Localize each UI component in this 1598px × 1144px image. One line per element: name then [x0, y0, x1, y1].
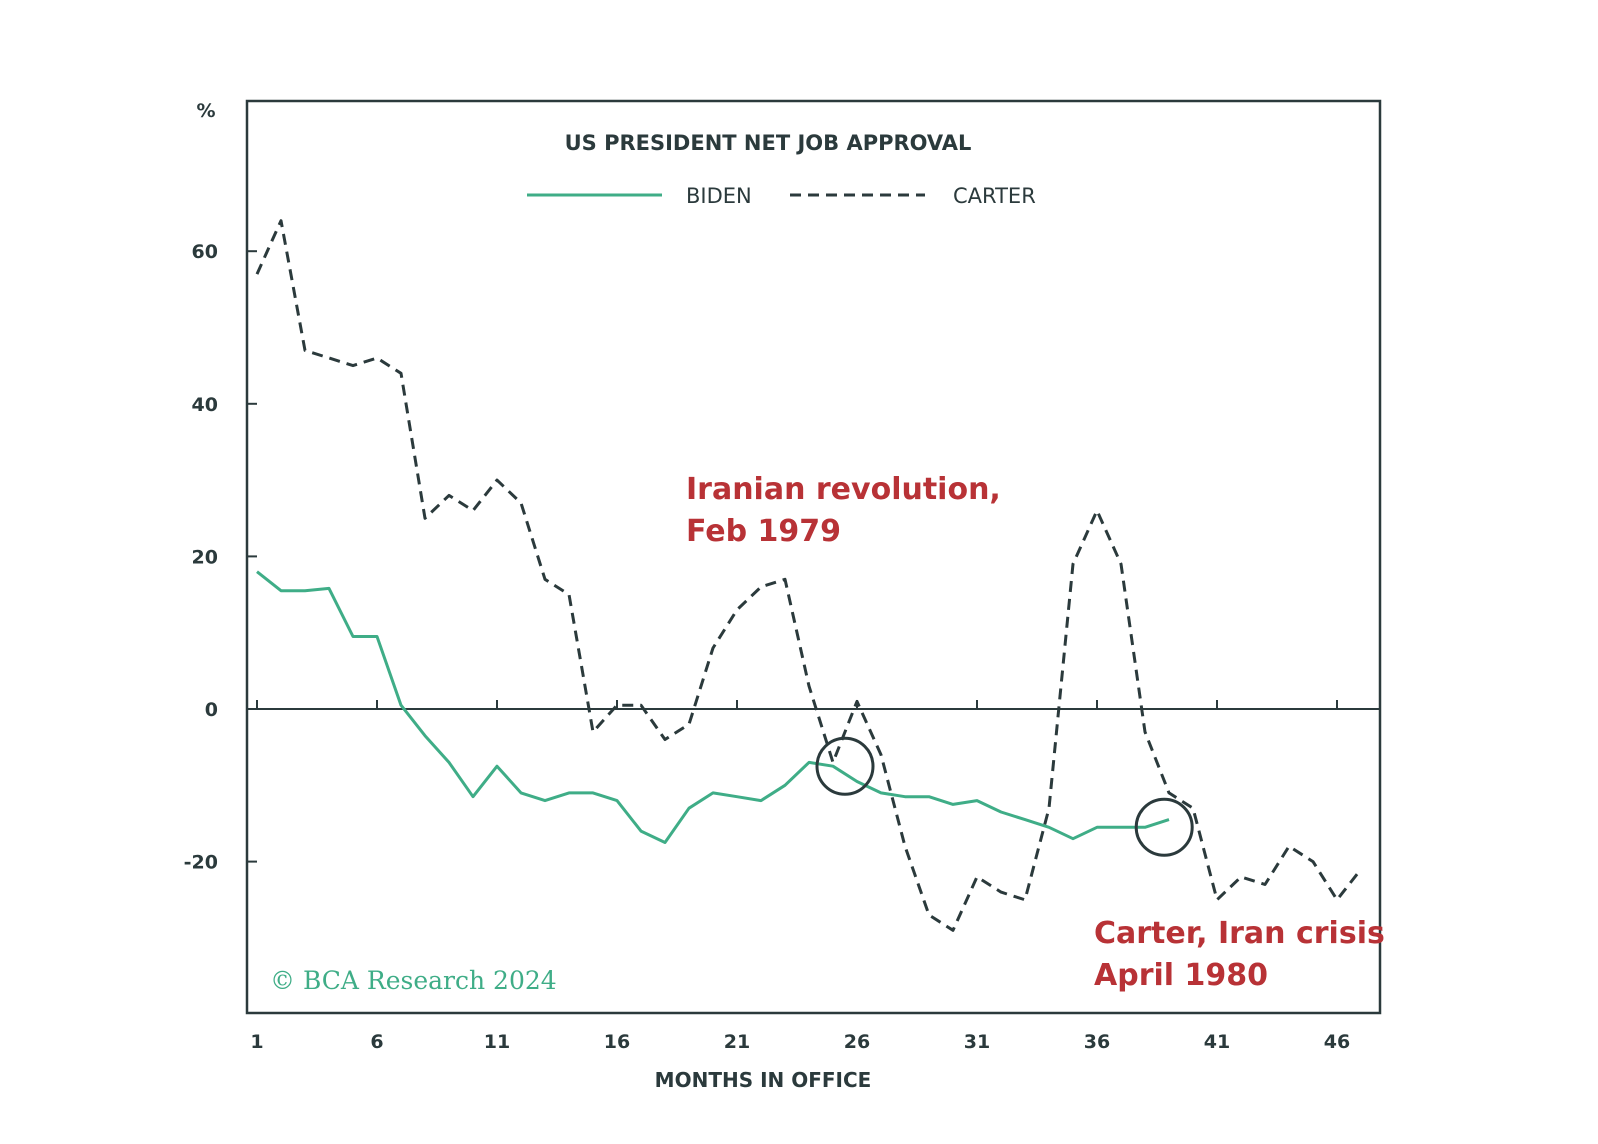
x-tick-label: 36 — [1084, 1031, 1110, 1053]
x-tick-label: 46 — [1324, 1031, 1350, 1053]
x-tick-label: 41 — [1204, 1031, 1230, 1053]
annotation-circle-1 — [815, 736, 875, 796]
series-line-biden — [256, 570, 1170, 844]
y-tick-label: -20 — [184, 852, 218, 874]
copyright-notice: © BCA Research 2024 — [270, 966, 557, 995]
y-axis-unit: % — [196, 100, 215, 122]
x-tick-label: 6 — [370, 1031, 383, 1053]
y-axis-ticks: 60 40 20 0 -20 — [184, 241, 257, 874]
x-tick-label: 11 — [484, 1031, 510, 1053]
y-tick-label: 0 — [205, 699, 218, 721]
x-tick-label: 31 — [964, 1031, 990, 1053]
x-tick-label: 21 — [724, 1031, 750, 1053]
series-group — [255, 219, 1363, 932]
x-tick-label: 16 — [604, 1031, 630, 1053]
annotation-iran-crisis-line1: Carter, Iran crisis — [1094, 916, 1385, 951]
annotation-iran-crisis-line2: April 1980 — [1094, 958, 1268, 993]
x-axis-ticks: 1 6 11 16 21 26 31 36 41 46 — [250, 700, 1350, 1053]
x-tick-label: 26 — [844, 1031, 870, 1053]
y-tick-label: 20 — [192, 546, 218, 568]
annotation-iranian-revolution-line2: Feb 1979 — [686, 514, 841, 549]
y-tick-label: 40 — [192, 394, 218, 416]
x-axis-title: MONTHS IN OFFICE — [655, 1068, 872, 1092]
legend: BIDEN CARTER — [527, 184, 1036, 208]
series-line-carter — [255, 219, 1363, 932]
legend-label-biden: BIDEN — [686, 184, 752, 208]
x-tick-label: 1 — [250, 1031, 263, 1053]
chart-title: US PRESIDENT NET JOB APPROVAL — [565, 131, 972, 155]
annotation-markers — [815, 736, 1194, 857]
legend-label-carter: CARTER — [953, 184, 1036, 208]
annotation-iranian-revolution-line1: Iranian revolution, — [686, 472, 1001, 507]
annotation-circle-2 — [1134, 797, 1194, 857]
y-tick-label: 60 — [192, 241, 218, 263]
